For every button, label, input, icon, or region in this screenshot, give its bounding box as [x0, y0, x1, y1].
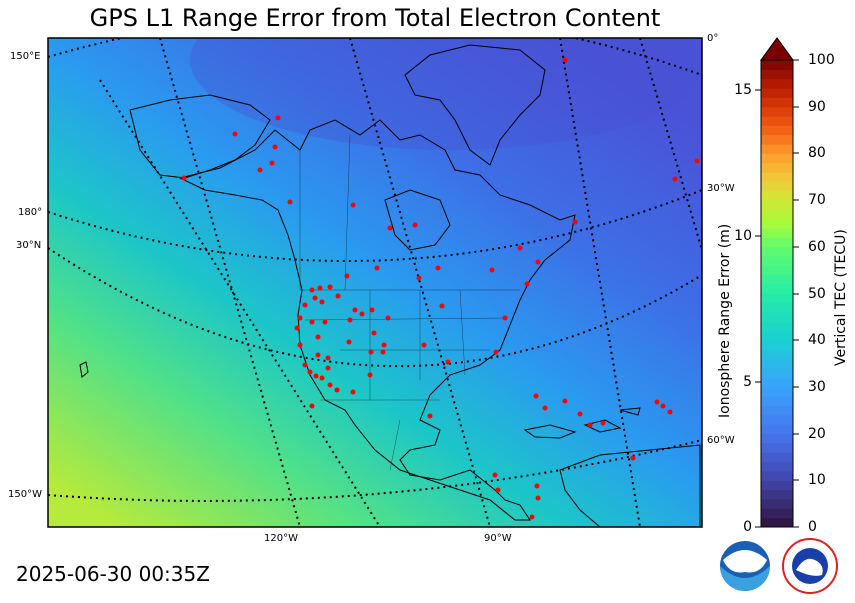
colorbar-segment: [761, 442, 793, 453]
colorbar-segment: [761, 106, 793, 117]
map-background: [48, 38, 702, 527]
tec-tick: 20: [808, 426, 826, 442]
tec-tick: 0: [808, 519, 817, 535]
colorbar: [761, 60, 793, 528]
colorbar-segment: [761, 125, 793, 136]
colorbar-segment: [761, 302, 793, 313]
colorbar-segment: [761, 116, 793, 126]
range-error-axis-label: Ionosphere Range Error (m): [717, 223, 733, 418]
graticule-label-90w: 90°W: [484, 533, 512, 544]
colorbar-segment: [761, 349, 793, 360]
graticule-label-150w: 150°W: [8, 489, 42, 500]
tec-tick: 60: [808, 239, 826, 255]
colorbar-segment: [761, 134, 793, 145]
colorbar-segment: [761, 340, 793, 351]
colorbar-segment: [761, 181, 793, 192]
graticule-label-120w: 120°W: [264, 533, 298, 544]
colorbar-segment: [761, 433, 793, 444]
colorbar-segment: [761, 209, 793, 220]
colorbar-segment: [761, 498, 793, 509]
colorbar-segment: [761, 312, 793, 323]
colorbar-segment: [761, 265, 793, 276]
colorbar-segment: [761, 452, 793, 463]
admin-boundaries: [299, 134, 520, 471]
noaa-logo: [720, 541, 770, 591]
colorbar-segment: [761, 424, 793, 435]
colorbar-segment: [761, 358, 793, 369]
tec-tick: 90: [808, 99, 826, 115]
colorbar-segment: [761, 321, 793, 332]
colorbar-segment: [761, 78, 793, 89]
graticule-label-30w: 30°W: [707, 183, 735, 194]
colorbar-segment: [761, 274, 793, 285]
colorbar-segment: [761, 172, 793, 182]
colorbar-segment: [761, 470, 793, 481]
graticule: [48, 38, 702, 527]
colorbar-segment: [761, 162, 793, 173]
colorbar-segment: [761, 330, 793, 341]
colorbar-segment: [761, 517, 793, 528]
colorbar-segment: [761, 190, 793, 201]
graticule-label-180: 180°: [18, 207, 43, 218]
colorbar-segment: [761, 293, 793, 304]
graticule-label-30n: 30°N: [16, 240, 42, 251]
tec-axis-label: Vertical TEC (TECU): [833, 229, 849, 366]
timestamp: 2025-06-30 00:35Z: [16, 562, 210, 586]
colorbar-segment: [761, 200, 793, 210]
graticule-label-0: 0°: [707, 33, 719, 44]
colorbar-segment: [761, 218, 793, 229]
colorbar-segment: [761, 368, 793, 379]
colorbar-segment: [761, 237, 793, 248]
graticule-label-60w: 60°W: [707, 435, 735, 446]
colorbar-segment: [761, 60, 793, 70]
colorbar-segment: [761, 97, 793, 108]
chart-title: GPS L1 Range Error from Total Electron C…: [89, 4, 661, 32]
colorbar-extend-triangle: [760, 37, 794, 61]
colorbar-segment: [761, 405, 793, 416]
colorbar-segment: [761, 414, 793, 425]
coastlines: [79, 44, 701, 527]
colorbar-segment: [761, 228, 793, 238]
tec-tick: 10: [808, 472, 826, 488]
tec-tick: 50: [808, 286, 826, 302]
colorbar-segment: [761, 69, 793, 80]
gps-stations: [181, 57, 700, 520]
range-tick: 15: [734, 82, 752, 98]
tec-tick: 30: [808, 379, 826, 395]
colorbar-segment: [761, 144, 793, 154]
colorbar-segment: [761, 480, 793, 491]
colorbar-segment: [761, 508, 793, 519]
map-frame: [47, 37, 703, 528]
national-weather-service-logo: [782, 538, 838, 594]
colorbar-segment: [761, 153, 793, 164]
graticule-label-150e: 150°E: [10, 51, 41, 62]
colorbar-segment: [761, 396, 793, 407]
tec-tick: 80: [808, 145, 826, 161]
tec-tick: 70: [808, 192, 826, 208]
tec-tick: 100: [808, 52, 835, 68]
colorbar-segment: [761, 284, 793, 294]
colorbar-segment: [761, 461, 793, 472]
colorbar-segment: [761, 256, 793, 266]
colorbar-segment: [761, 246, 793, 257]
colorbar-segment: [761, 88, 793, 98]
colorbar-segment: [761, 489, 793, 500]
range-tick: 0: [743, 519, 752, 535]
tec-tick: 40: [808, 332, 826, 348]
range-tick: 5: [743, 374, 752, 390]
range-tick: 10: [734, 228, 752, 244]
colorbar-segment: [761, 377, 793, 388]
colorbar-segment: [761, 386, 793, 397]
